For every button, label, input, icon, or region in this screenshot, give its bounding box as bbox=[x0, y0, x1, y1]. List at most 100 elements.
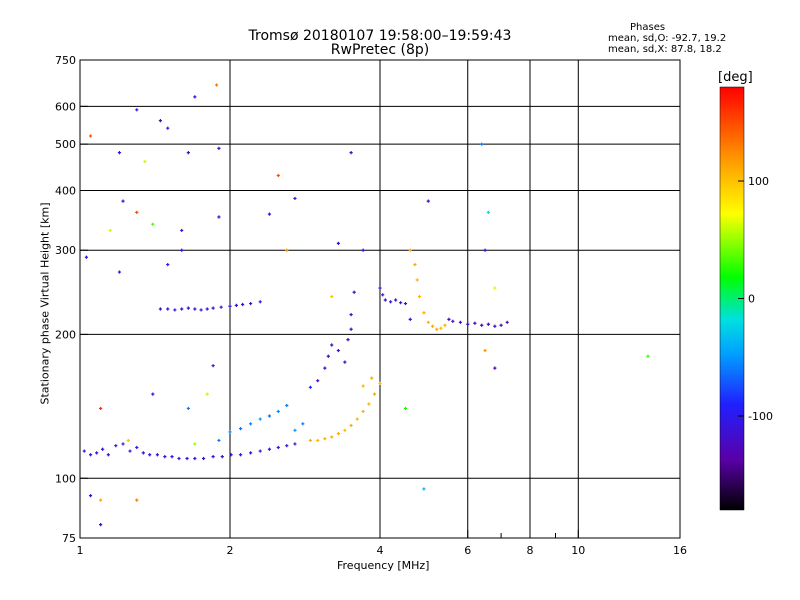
data-point bbox=[466, 322, 470, 326]
data-point bbox=[486, 322, 490, 326]
data-point bbox=[381, 293, 385, 297]
data-point bbox=[135, 108, 139, 112]
data-point bbox=[205, 392, 209, 396]
data-point bbox=[293, 442, 297, 446]
data-point bbox=[343, 360, 347, 364]
data-point bbox=[323, 437, 327, 441]
data-point bbox=[267, 414, 272, 418]
data-point bbox=[426, 199, 430, 203]
data-point bbox=[383, 298, 387, 302]
data-point bbox=[308, 438, 313, 443]
data-point bbox=[451, 319, 455, 323]
data-point bbox=[238, 453, 243, 457]
x-tick-label: 10 bbox=[571, 544, 585, 557]
data-point bbox=[211, 364, 215, 368]
data-point bbox=[166, 307, 170, 311]
data-point bbox=[177, 456, 181, 461]
data-point bbox=[301, 422, 305, 426]
y-tick-label: 200 bbox=[55, 328, 76, 341]
data-point bbox=[215, 83, 219, 87]
x-tick-label: 16 bbox=[673, 544, 687, 557]
data-point bbox=[158, 307, 163, 311]
data-point bbox=[234, 303, 238, 307]
colorbar-ticks: 100 0 -100 bbox=[738, 175, 773, 423]
data-point bbox=[378, 381, 382, 385]
data-point bbox=[99, 406, 103, 411]
data-point bbox=[121, 442, 125, 446]
data-point bbox=[378, 286, 382, 290]
data-point bbox=[422, 311, 426, 315]
y-tick-label: 75 bbox=[62, 532, 76, 545]
x-axis-label: Frequency [MHz] bbox=[337, 559, 430, 572]
data-point bbox=[166, 126, 170, 130]
data-point bbox=[186, 406, 190, 411]
data-point bbox=[82, 449, 86, 453]
data-point bbox=[126, 438, 130, 443]
colorbar-tick-label: 100 bbox=[748, 175, 769, 188]
data-point bbox=[355, 417, 359, 421]
data-point bbox=[349, 423, 353, 428]
data-point bbox=[483, 248, 487, 252]
data-point bbox=[95, 451, 99, 455]
data-point bbox=[415, 278, 419, 282]
data-point bbox=[229, 453, 233, 457]
data-point bbox=[186, 306, 190, 310]
data-point bbox=[193, 456, 197, 461]
data-point bbox=[276, 409, 280, 414]
data-point bbox=[361, 409, 365, 414]
data-point bbox=[285, 444, 289, 448]
data-point bbox=[330, 294, 334, 299]
data-point bbox=[422, 487, 426, 491]
data-point bbox=[173, 308, 177, 312]
data-point bbox=[193, 442, 197, 446]
data-point bbox=[128, 449, 132, 453]
y-tick-label: 400 bbox=[55, 184, 76, 197]
data-point bbox=[343, 428, 347, 432]
data-point bbox=[148, 453, 152, 457]
chart-title-line2: RwPretec (8p) bbox=[330, 42, 430, 58]
data-point bbox=[158, 119, 163, 123]
y-tick-label: 600 bbox=[55, 100, 76, 113]
x-tick-label: 4 bbox=[377, 544, 384, 557]
data-point bbox=[143, 159, 147, 164]
data-point bbox=[352, 290, 356, 294]
data-point bbox=[480, 323, 484, 327]
data-point bbox=[399, 301, 403, 305]
data-point bbox=[199, 308, 203, 312]
data-point bbox=[193, 307, 197, 311]
data-point bbox=[458, 320, 463, 324]
data-point bbox=[220, 455, 224, 459]
y-tick-label: 300 bbox=[55, 244, 76, 257]
data-point bbox=[121, 199, 125, 203]
data-point bbox=[141, 451, 145, 455]
data-point bbox=[186, 151, 190, 155]
data-point bbox=[117, 270, 122, 274]
data-point bbox=[346, 338, 350, 342]
data-point bbox=[151, 222, 155, 226]
data-point bbox=[249, 422, 253, 426]
data-point bbox=[361, 248, 365, 252]
data-point bbox=[486, 210, 490, 214]
axis-ticks: 1 2 4 6 8 10 16 75 100 200 300 400 500 600 750 bbox=[55, 54, 687, 557]
data-point bbox=[201, 456, 206, 461]
data-point bbox=[316, 379, 320, 383]
data-point bbox=[238, 427, 243, 431]
data-point bbox=[241, 302, 245, 307]
data-point bbox=[258, 449, 262, 453]
data-point bbox=[336, 241, 340, 246]
data-point bbox=[217, 146, 221, 150]
data-point bbox=[372, 392, 377, 396]
data-point bbox=[170, 455, 174, 459]
data-point bbox=[330, 343, 334, 347]
x-tick-label: 6 bbox=[464, 544, 471, 557]
data-points bbox=[82, 83, 650, 527]
data-point bbox=[219, 305, 223, 309]
phase-stats-heading: Phases bbox=[630, 22, 666, 33]
data-point bbox=[336, 348, 340, 353]
data-point bbox=[276, 173, 280, 178]
data-point bbox=[408, 248, 412, 252]
data-point bbox=[249, 451, 253, 455]
x-tick-label: 8 bbox=[527, 544, 534, 557]
data-point bbox=[349, 327, 353, 331]
data-point bbox=[323, 366, 327, 370]
